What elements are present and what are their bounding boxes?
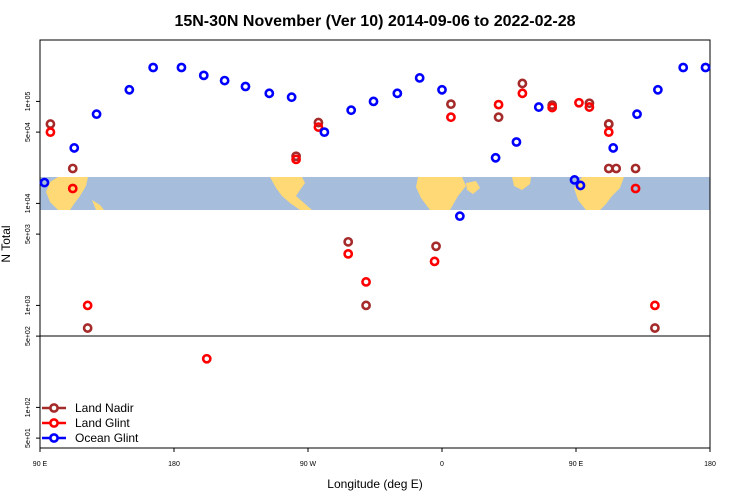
y-axis-label: N Total [0, 225, 13, 262]
point-land-glint [67, 183, 78, 194]
point-land-nadir [313, 117, 324, 128]
point-ocean-glint [176, 62, 187, 73]
point-ocean-glint [454, 211, 465, 222]
legend-swatch-marker [49, 418, 59, 428]
point-land-glint [201, 353, 212, 364]
point-ocean-glint [678, 62, 689, 73]
point-land-glint [343, 248, 354, 259]
point-ocean-glint [346, 105, 357, 116]
x-tick-label: 90 E [33, 461, 48, 468]
x-axis: 90 E 180 90 W 0 90 E 180 [33, 448, 716, 468]
point-land-nadir [431, 241, 441, 252]
point-ocean-glint [264, 88, 275, 99]
point-ocean-glint [286, 92, 297, 103]
point-land-glint [603, 127, 614, 138]
map-land [46, 177, 624, 210]
point-land-glint [517, 88, 528, 99]
point-ocean-glint [39, 177, 50, 188]
point-land-nadir [343, 236, 354, 247]
point-land-nadir [517, 78, 528, 89]
x-tick-label: 180 [704, 461, 716, 468]
y-tick-label: 1e+04 [25, 193, 32, 213]
point-ocean-glint [319, 127, 330, 138]
point-ocean-glint [575, 180, 586, 191]
y-tick-label: 1e+05 [25, 91, 32, 111]
point-land-glint [493, 99, 504, 110]
point-land-glint [446, 112, 456, 123]
legend-label: Land Nadir [75, 401, 134, 415]
point-land-glint [82, 300, 93, 311]
point-ocean-glint [608, 143, 619, 153]
point-ocean-glint [533, 102, 544, 112]
point-land-glint [547, 102, 558, 113]
point-land-glint [291, 154, 301, 165]
legend-item-land-glint: Land Glint [42, 416, 130, 430]
point-land-glint [584, 102, 595, 112]
point-ocean-glint [198, 70, 209, 81]
point-ocean-glint [437, 84, 447, 95]
y-tick-label: 5e+03 [25, 224, 32, 244]
point-ocean-glint [148, 62, 159, 73]
legend-swatch-marker [49, 433, 59, 443]
data-points [39, 62, 711, 364]
point-land-nadir [446, 99, 456, 110]
y-axis: 5e+01 1e+02 5e+02 1e+03 5e+03 1e+04 5e+04 1e+05 [25, 91, 40, 448]
x-tick-label: 180 [168, 461, 180, 468]
chart-title: 15N-30N November (Ver 10) 2014-09-06 to … [174, 13, 575, 30]
point-land-glint [630, 183, 641, 194]
y-tick-label: 5e+02 [25, 326, 32, 346]
x-axis-label: Longitude (deg E) [327, 477, 422, 491]
y-tick-label: 1e+02 [25, 397, 32, 417]
point-ocean-glint [240, 81, 251, 92]
point-land-glint [429, 256, 440, 267]
legend-label: Ocean Glint [75, 431, 139, 445]
point-ocean-glint [569, 175, 580, 185]
point-land-nadir [361, 300, 371, 311]
point-land-glint [361, 277, 371, 287]
point-land-nadir [67, 163, 78, 174]
point-ocean-glint [511, 137, 522, 147]
point-land-nadir [630, 163, 641, 174]
point-ocean-glint [652, 84, 663, 95]
legend-label: Land Glint [75, 416, 130, 430]
point-land-nadir [611, 163, 622, 174]
point-ocean-glint [490, 152, 501, 163]
point-land-nadir [650, 323, 660, 333]
x-tick-label: 90 W [300, 461, 317, 468]
point-land-nadir [82, 323, 93, 333]
point-ocean-glint [124, 84, 135, 95]
point-land-nadir [493, 112, 504, 123]
plot-frame-lower [39, 335, 711, 449]
point-ocean-glint [392, 88, 403, 99]
y-tick-label: 1e+03 [25, 295, 32, 315]
world-map-strip [40, 177, 710, 210]
point-ocean-glint [632, 109, 642, 120]
y-tick-label: 5e+04 [25, 122, 32, 142]
point-land-glint [45, 127, 56, 138]
y-tick-label: 5e+01 [25, 428, 32, 448]
point-ocean-glint [69, 143, 80, 153]
legend-item-land-nadir: Land Nadir [42, 401, 134, 415]
point-land-glint [313, 122, 324, 132]
point-land-glint [574, 97, 584, 108]
point-ocean-glint [368, 96, 379, 107]
x-tick-label: 0 [440, 461, 444, 468]
point-ocean-glint [219, 75, 230, 86]
point-ocean-glint [700, 62, 711, 73]
legend-swatch-marker [49, 403, 59, 413]
x-tick-label: 90 E [569, 461, 584, 468]
point-land-glint [650, 300, 660, 311]
point-ocean-glint [414, 73, 425, 83]
point-ocean-glint [91, 109, 102, 120]
legend-item-ocean-glint: Ocean Glint [42, 431, 139, 445]
point-land-nadir [584, 98, 595, 109]
